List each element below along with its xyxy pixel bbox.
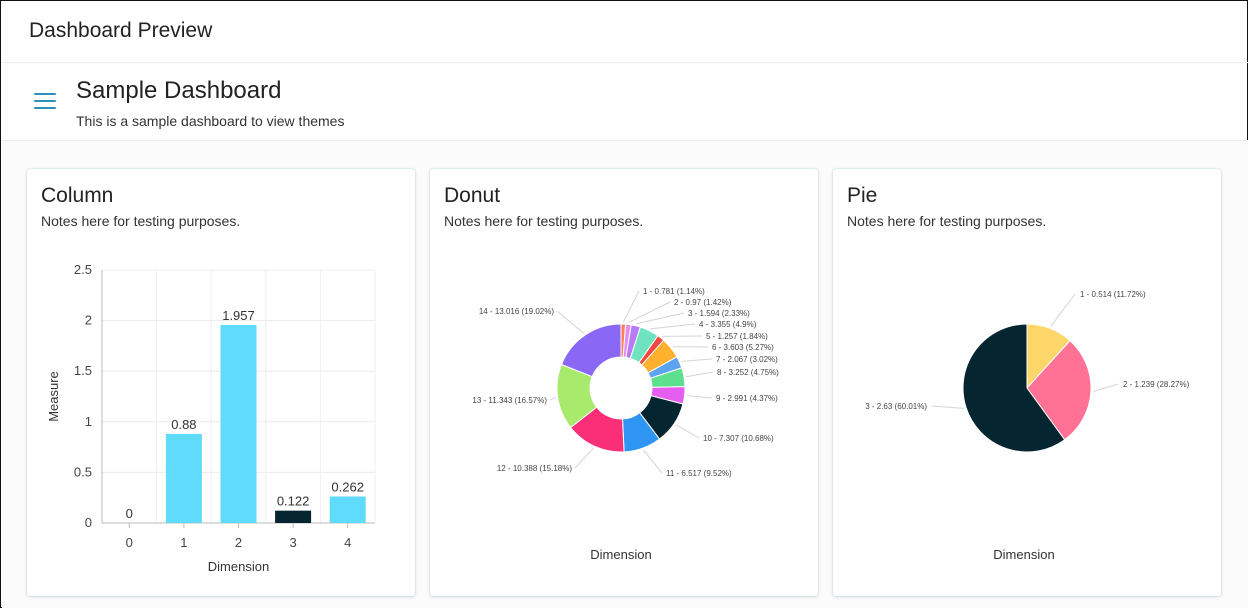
bar [275,510,312,523]
column-chart: 0 0.5 1 1.5 2 2.5 0 0 0.88 1 1.957 2 0.122 3 0.262 4 Dim… [46,262,376,574]
dashboard-header: Sample Dashboard This is a sample dashbo… [2,63,1248,141]
pie-chart: 1 - 0.514 (11.72%) 2 - 1.239 (28.27%) 3 - … [865,290,1190,562]
y-tick-label: 1.5 [74,363,92,378]
column-chart-card: Column Notes here for testing purposes. … [27,169,415,596]
bar-value-label: 0.88 [171,417,196,432]
slice-leader-line [636,312,685,325]
y-axis-title: Measure [46,371,61,422]
slice [1026,339,1092,441]
slice-leader-line [549,397,556,401]
slice-leader-line [650,323,696,330]
bar-value-label: 0.262 [331,479,364,494]
slice-label: 9 - 2.991 (4.37%) [716,394,778,403]
slice-label: 4 - 3.355 (4.9%) [699,320,757,329]
x-tick-label: 0 [126,535,133,550]
bar-value-label: 0 [126,506,133,521]
donut-chart: 1 - 0.781 (1.14%) 2 - 0.97 (1.42%) 3 - 1.5… [472,287,779,562]
slice-leader-line [685,371,714,378]
slice-label: 7 - 2.067 (3.02%) [716,355,778,364]
bar-value-label: 0.122 [277,494,310,509]
bar [329,496,366,523]
slice-leader-line [574,447,594,469]
slice-label: 8 - 3.252 (4.75%) [717,368,779,377]
x-axis-title: Dimension [590,547,651,562]
y-tick-label: 2.5 [74,262,92,277]
pie-chart-card: Pie Notes here for testing purposes. 1 -… [833,169,1221,596]
slice-leader-line [628,301,671,323]
slice-label: 10 - 7.307 (10.68%) [703,434,774,443]
card-title: Column [41,184,114,207]
card-notes: Notes here for testing purposes. [41,213,241,229]
slice-label: 13 - 11.343 (16.57%) [472,396,547,405]
x-tick-label: 1 [180,535,187,550]
card-title: Pie [847,184,878,207]
slice-leader-line [556,310,585,334]
slice-label: 6 - 3.603 (5.27%) [712,343,774,352]
bar-value-label: 1.957 [222,308,255,323]
slice-label: 3 - 1.594 (2.33%) [688,309,750,318]
slice-leader-line [622,290,640,323]
slice-label: 3 - 2.63 (60.01%) [865,402,927,411]
slice-label: 14 - 13.016 (19.02%) [479,307,554,316]
card-notes: Notes here for testing purposes. [444,213,644,229]
slice-leader-line [1092,383,1119,393]
x-tick-label: 3 [289,535,296,550]
y-tick-label: 0 [85,515,92,530]
card-title: Donut [444,184,501,207]
slice-label: 11 - 6.517 (9.52%) [666,469,732,478]
app-header: Dashboard Preview [2,2,1248,63]
slice-label: 2 - 1.239 (28.27%) [1123,380,1190,389]
dashboard-title: Sample Dashboard [76,77,282,104]
slice-leader-line [675,424,700,439]
slice-label: 5 - 1.257 (1.84%) [706,332,768,341]
slice-leader-line [681,358,713,362]
slice-label: 1 - 0.514 (11.72%) [1080,290,1146,299]
app-title: Dashboard Preview [29,19,213,42]
slice-leader-line [931,405,965,409]
slice-label: 2 - 0.97 (1.42%) [674,298,732,307]
slice-leader-line [1050,293,1076,327]
slice-leader-line [686,395,713,399]
slice-label: 1 - 0.781 (1.14%) [643,287,705,296]
y-tick-label: 0.5 [74,464,92,479]
slice [962,323,1066,453]
slice [560,323,622,378]
y-tick-label: 1 [85,414,92,429]
bar [220,324,257,523]
slice-label: 12 - 10.388 (15.18%) [497,464,572,473]
hamburger-menu-icon[interactable] [34,93,56,111]
slice-leader-line [643,449,663,474]
y-tick-label: 2 [85,313,92,328]
card-notes: Notes here for testing purposes. [847,213,1047,229]
x-tick-label: 4 [344,535,351,550]
x-axis-title: Dimension [208,559,269,574]
donut-chart-card: Donut Notes here for testing purposes. 1… [430,169,818,596]
dashboard-subtitle: This is a sample dashboard to view theme… [76,113,345,129]
x-axis-title: Dimension [993,547,1054,562]
x-tick-label: 2 [235,535,242,550]
bar [165,433,202,523]
